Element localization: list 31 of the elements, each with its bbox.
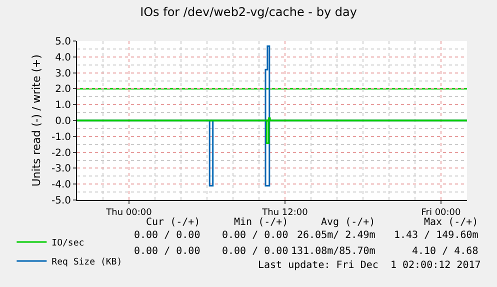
y-tick-label: -4.0 bbox=[51, 180, 71, 191]
y-tick-label: 4.0 bbox=[55, 52, 71, 64]
x-tick-label: Thu 00:00 bbox=[105, 208, 152, 218]
y-tick-label: -1.0 bbox=[51, 132, 71, 143]
legend-label: IO/sec bbox=[52, 238, 84, 248]
text: 0.00 / 0.00 bbox=[134, 230, 200, 241]
y-tick-label: -3.0 bbox=[51, 164, 71, 175]
text: Cur (-/+) bbox=[146, 217, 200, 228]
x-tick-label: Fri 00:00 bbox=[421, 208, 462, 218]
legend-label: Req Size (KB) bbox=[52, 257, 122, 268]
text: 0.00 / 0.00 bbox=[134, 246, 200, 257]
y-tick-label: -2.0 bbox=[51, 148, 71, 159]
text: 131.08m/85.70m bbox=[291, 246, 376, 257]
y-tick-label: 1.0 bbox=[55, 100, 71, 112]
text: Avg (-/+) bbox=[321, 217, 376, 228]
text: 26.05m/ 2.49m bbox=[297, 230, 376, 241]
text: Last update: Fri Dec 1 02:00:12 2017 bbox=[258, 260, 481, 271]
y-tick-label: 3.0 bbox=[55, 68, 71, 80]
text: 4.10 / 4.68 bbox=[412, 246, 478, 257]
y-tick-label: 2.0 bbox=[55, 84, 71, 96]
text: Max (-/+) bbox=[424, 217, 478, 228]
y-tick-label: -5.0 bbox=[51, 196, 71, 206]
text: Min (-/+) bbox=[234, 217, 288, 228]
text: 1.43 / 149.60m bbox=[394, 230, 478, 241]
chart-title: IOs for /dev/web2-vg/cache - by day bbox=[140, 5, 357, 20]
text: 0.00 / 0.00 bbox=[222, 246, 288, 257]
x-tick-label: Thu 12:00 bbox=[261, 208, 308, 218]
y-tick-label: 0.0 bbox=[55, 116, 71, 127]
text: 0.00 / 0.00 bbox=[222, 230, 288, 241]
y-axis-title: Units read (-) / write (+) bbox=[30, 54, 44, 187]
y-tick-label: 5.0 bbox=[55, 36, 71, 48]
